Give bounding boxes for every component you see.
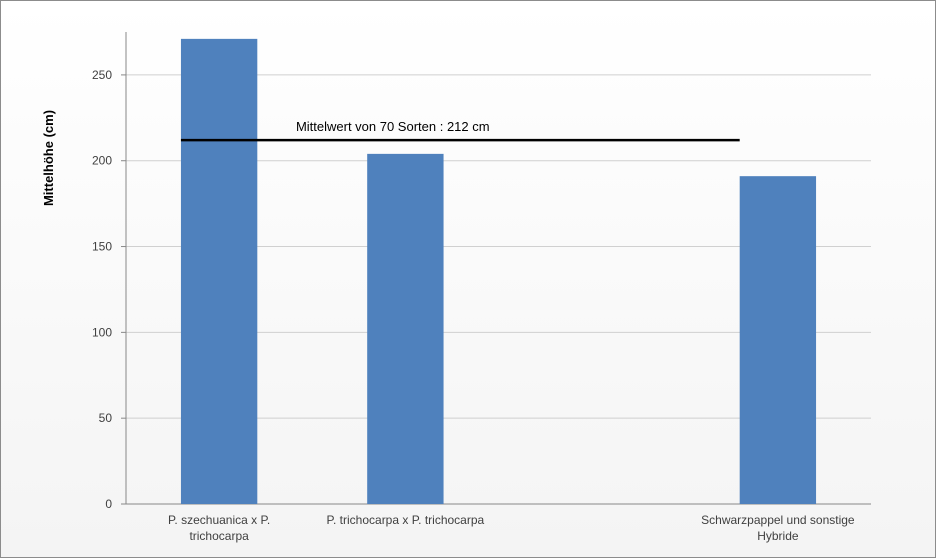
category-label: P. trichocarpa x P. trichocarpa <box>327 513 485 527</box>
y-tick-label: 0 <box>105 497 112 511</box>
mean-annotation: Mittelwert von 70 Sorten : 212 cm <box>296 119 490 134</box>
bars <box>180 38 817 505</box>
category-labels: P. szechuanica x P. trichocarpa P. trichoc… <box>168 513 855 543</box>
y-tick-label: 200 <box>92 154 112 168</box>
bar <box>180 38 258 505</box>
mean-reference: Mittelwert von 70 Sorten : 212 cm <box>180 119 740 142</box>
y-tick-label: 250 <box>92 68 112 82</box>
y-tick-label: 100 <box>92 325 112 339</box>
y-tick-label: 150 <box>92 240 112 254</box>
bar <box>367 153 444 504</box>
category-label: P. szechuanica x P. trichocarpa <box>168 513 270 543</box>
y-tick-labels: 0 50 100 150 200 250 <box>92 68 112 511</box>
y-tick-label: 50 <box>99 411 113 425</box>
y-axis-title: Mittelhöhe (cm) <box>41 110 56 206</box>
bar <box>739 176 817 504</box>
category-label: Schwarzpappel und sonstige Hybride <box>701 513 855 543</box>
